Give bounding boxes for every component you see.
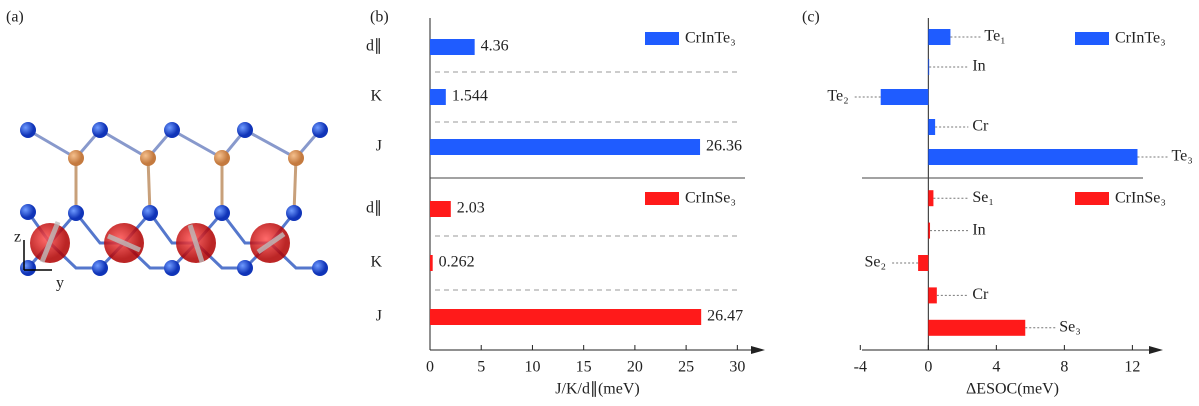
- bar: [430, 39, 475, 55]
- legend-label: CrInSe₃: [1115, 190, 1166, 207]
- x-tick-label: 8: [1060, 359, 1068, 376]
- value-label: 26.47: [707, 308, 743, 325]
- x-tick-label: -4: [854, 359, 867, 376]
- x-tick-label: 0: [924, 359, 932, 376]
- value-label: 26.36: [706, 138, 742, 155]
- x-tick-label: 12: [1124, 359, 1140, 376]
- x-tick-label: 30: [729, 359, 745, 376]
- bar: [880, 89, 929, 105]
- legend-swatch: [645, 32, 679, 45]
- y-tick-label: d∥: [366, 200, 382, 217]
- legend-label: CrInTe₃: [685, 30, 736, 47]
- bar: [430, 309, 702, 325]
- x-tick-label: 15: [576, 359, 592, 376]
- bar: [430, 255, 433, 271]
- axis-arrow: [1149, 346, 1163, 354]
- bar: [928, 59, 930, 75]
- x-tick-label: 25: [678, 359, 694, 376]
- y-tick-label: J: [376, 138, 382, 155]
- panel-label: (a): [6, 9, 24, 26]
- bar: [430, 89, 446, 105]
- bar-label: Te₃: [1171, 148, 1192, 165]
- value-label: 1.544: [452, 88, 488, 105]
- bar-label: Cr: [972, 118, 989, 135]
- value-label: 4.36: [481, 38, 509, 55]
- bar: [928, 190, 934, 207]
- y-tick-label: K: [370, 88, 382, 105]
- legend-label: CrInTe₃: [1115, 30, 1166, 47]
- x-axis-label: J/K/d∥(meV): [555, 381, 639, 398]
- y-tick-label: K: [370, 254, 382, 271]
- legend-label: CrInSe₃: [685, 190, 736, 207]
- x-tick-label: 4: [992, 359, 1000, 376]
- axis-arrow: [751, 346, 765, 354]
- value-label: 0.262: [439, 254, 475, 271]
- y-tick-label: J: [376, 308, 382, 325]
- panel-label: (c): [802, 9, 820, 26]
- legend-swatch: [1075, 192, 1109, 205]
- bar-label: Se₃: [1059, 318, 1081, 335]
- bar: [928, 119, 936, 135]
- bar: [928, 149, 1138, 165]
- bar: [928, 287, 937, 304]
- bar-label: Se₂: [865, 254, 887, 271]
- bar-label: Te₂: [827, 88, 848, 105]
- y-tick-label: d∥: [366, 38, 382, 55]
- bar: [928, 29, 951, 45]
- bar: [430, 139, 701, 155]
- bar-label: Te₁: [984, 28, 1005, 45]
- bar: [928, 222, 931, 239]
- legend-swatch: [645, 192, 679, 205]
- x-tick-label: 10: [524, 359, 540, 376]
- bar: [918, 255, 929, 271]
- bar: [928, 319, 1026, 336]
- x-tick-label: 20: [627, 359, 643, 376]
- x-axis-label: ΔESOC(meV): [966, 381, 1059, 398]
- x-tick-label: 0: [426, 359, 434, 376]
- axis-label: y: [56, 275, 64, 292]
- structure: [20, 122, 328, 276]
- bar-label: Cr: [972, 286, 989, 303]
- panel-label: (b): [370, 9, 389, 26]
- bar: [430, 201, 451, 217]
- bar-label: In: [972, 58, 985, 75]
- x-tick-label: 5: [477, 359, 485, 376]
- value-label: 2.03: [457, 200, 485, 217]
- bar-label: Se₁: [972, 189, 994, 206]
- legend-swatch: [1075, 32, 1109, 45]
- axis-label: z: [14, 229, 21, 246]
- bar-label: In: [972, 221, 985, 238]
